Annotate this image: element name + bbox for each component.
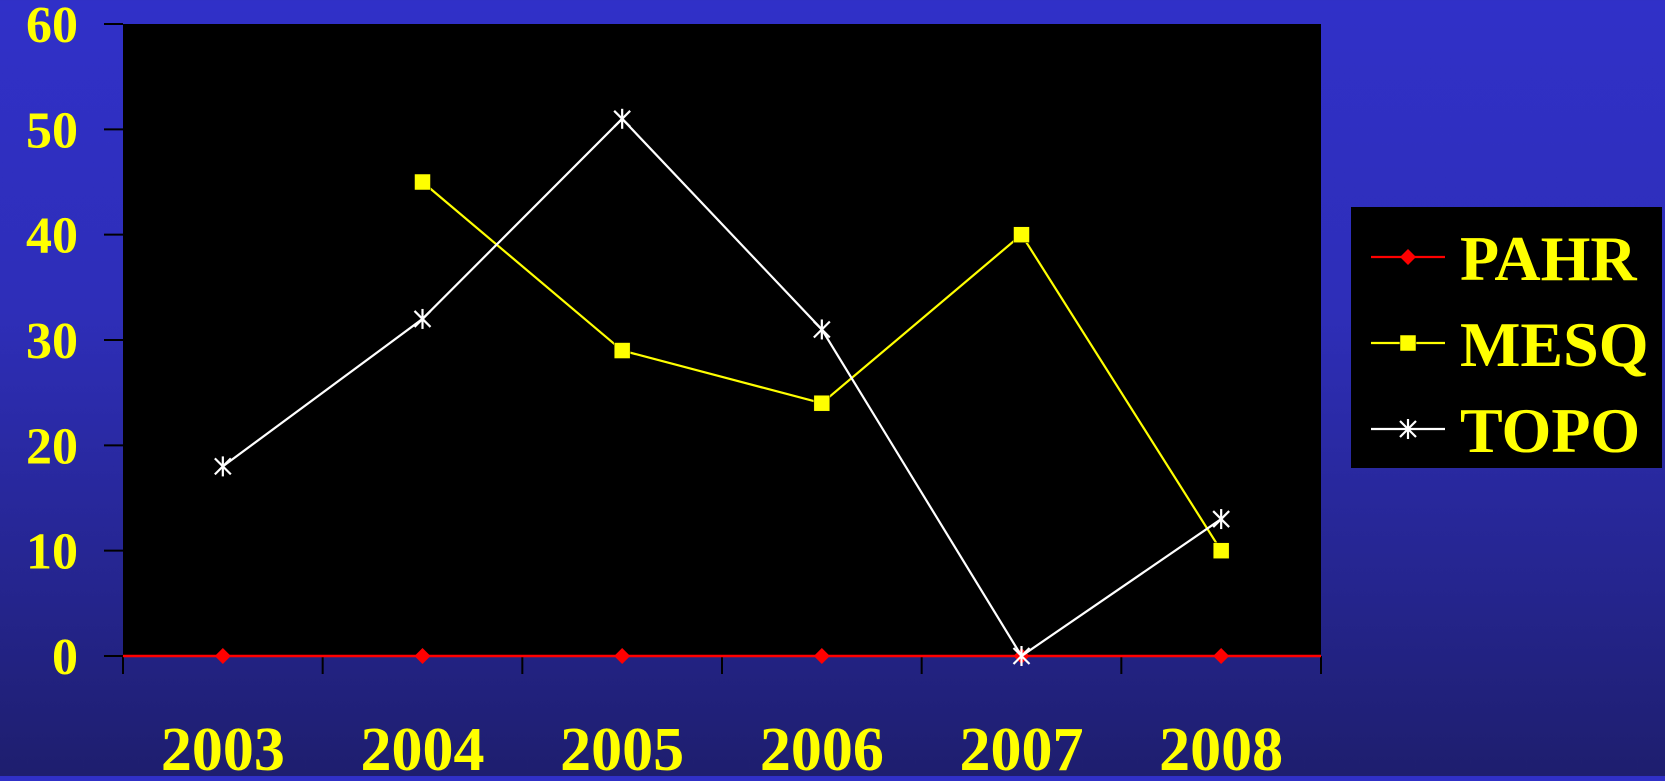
x-tick-label: 2004 (361, 716, 485, 776)
data-point (214, 648, 231, 664)
series-line (222, 117, 1222, 658)
data-point (413, 308, 432, 329)
data-point (1012, 646, 1031, 666)
data-point (1013, 226, 1030, 243)
x-axis: 2003 2004 2005 2006 2007 2008 (122, 656, 1322, 781)
y-tick-label: 30 (26, 313, 78, 370)
data-point (614, 648, 631, 664)
y-tick-label: 50 (26, 102, 78, 159)
legend-item-topo: TOPO (1371, 395, 1640, 466)
x-tick-label: 2005 (560, 716, 684, 776)
data-point (813, 648, 830, 664)
data-point (414, 648, 431, 664)
y-tick-label: 40 (26, 208, 78, 265)
data-point (414, 173, 431, 191)
data-point (813, 319, 831, 340)
data-point (1212, 542, 1230, 559)
series-topo (214, 108, 1230, 666)
x-tick-label: 2008 (1159, 716, 1283, 776)
data-point (613, 108, 631, 129)
data-point (1212, 509, 1230, 530)
legend-item-pahr: PAHR (1371, 223, 1637, 294)
y-tick-label: 20 (26, 418, 78, 475)
data-point (1399, 419, 1417, 439)
data-point (1213, 648, 1230, 664)
y-tick-label: 0 (52, 629, 78, 686)
series-mesq (414, 173, 1230, 559)
plot-area (123, 24, 1321, 656)
data-point (613, 342, 631, 359)
x-tick-label: 2006 (760, 716, 884, 776)
x-tick-label: 2003 (161, 716, 285, 776)
series-layer (123, 108, 1321, 666)
y-tick-label: 60 (26, 0, 78, 54)
legend-label: MESQ (1460, 309, 1648, 380)
x-tick-label: 2007 (960, 716, 1084, 776)
y-tick-label: 10 (26, 524, 78, 581)
data-point (1399, 334, 1417, 352)
legend-item-mesq: MESQ (1371, 309, 1648, 380)
data-point (214, 456, 232, 477)
data-point (813, 394, 831, 412)
y-axis: 0 10 20 30 40 50 60 (26, 0, 123, 686)
legend: PAHR MESQ TOPO (1351, 207, 1662, 468)
legend-label: TOPO (1460, 395, 1640, 466)
data-point (1400, 249, 1416, 265)
legend-label: PAHR (1460, 223, 1637, 294)
